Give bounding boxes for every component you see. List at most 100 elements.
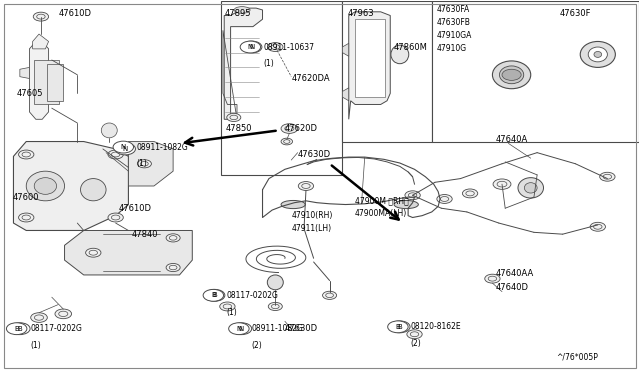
Text: N: N xyxy=(123,146,128,152)
Polygon shape xyxy=(342,88,349,101)
Text: 47605: 47605 xyxy=(17,89,43,98)
Ellipse shape xyxy=(26,171,65,201)
Ellipse shape xyxy=(518,178,543,198)
Circle shape xyxy=(19,150,34,159)
Text: 47895: 47895 xyxy=(224,9,251,18)
Circle shape xyxy=(600,172,615,181)
Circle shape xyxy=(228,323,249,335)
Ellipse shape xyxy=(492,61,531,89)
Circle shape xyxy=(437,195,452,203)
Text: 47630F: 47630F xyxy=(559,9,591,18)
Text: B: B xyxy=(14,326,19,332)
Text: N: N xyxy=(121,144,126,150)
Ellipse shape xyxy=(524,183,537,193)
Text: (1): (1) xyxy=(30,341,41,350)
Ellipse shape xyxy=(81,179,106,201)
Polygon shape xyxy=(33,34,49,49)
Circle shape xyxy=(86,248,101,257)
Circle shape xyxy=(231,323,252,335)
Circle shape xyxy=(590,222,605,231)
Text: B: B xyxy=(17,326,22,332)
Text: 08117-0202G: 08117-0202G xyxy=(226,291,278,300)
Circle shape xyxy=(108,150,124,159)
Bar xyxy=(47,64,63,101)
Circle shape xyxy=(405,191,420,200)
Text: (1): (1) xyxy=(226,308,237,317)
Circle shape xyxy=(493,179,511,189)
Polygon shape xyxy=(355,19,385,97)
Text: B: B xyxy=(211,292,216,298)
Circle shape xyxy=(268,42,283,51)
Circle shape xyxy=(166,263,180,272)
Text: 47840: 47840 xyxy=(132,230,158,239)
Text: (1): (1) xyxy=(263,59,274,68)
Circle shape xyxy=(19,213,34,222)
Circle shape xyxy=(323,291,337,299)
Circle shape xyxy=(138,160,152,168)
Circle shape xyxy=(268,302,282,311)
Text: (1): (1) xyxy=(136,159,147,168)
Ellipse shape xyxy=(594,51,602,57)
Text: 47610D: 47610D xyxy=(119,204,152,213)
Circle shape xyxy=(115,143,136,155)
Bar xyxy=(221,1,342,175)
Text: 47630D: 47630D xyxy=(298,150,331,159)
Text: N: N xyxy=(249,44,254,50)
Text: 47910GA: 47910GA xyxy=(436,31,472,41)
Ellipse shape xyxy=(281,201,305,209)
Ellipse shape xyxy=(34,178,56,194)
Text: 47610D: 47610D xyxy=(58,9,91,18)
Circle shape xyxy=(31,313,47,323)
Bar xyxy=(34,60,60,105)
Ellipse shape xyxy=(391,45,409,64)
Polygon shape xyxy=(65,231,192,275)
Text: 47630D: 47630D xyxy=(285,324,318,333)
Polygon shape xyxy=(224,8,262,119)
Text: 47911(LH): 47911(LH) xyxy=(291,224,332,233)
Circle shape xyxy=(240,41,260,53)
Text: 47860M: 47860M xyxy=(394,42,428,51)
Circle shape xyxy=(390,321,410,333)
Polygon shape xyxy=(20,67,29,78)
Text: 08911-10637: 08911-10637 xyxy=(263,42,314,51)
Polygon shape xyxy=(349,12,390,119)
Text: 47910G: 47910G xyxy=(436,44,467,53)
Circle shape xyxy=(113,141,134,153)
Circle shape xyxy=(55,309,72,319)
Circle shape xyxy=(388,321,408,333)
Circle shape xyxy=(241,41,262,53)
Circle shape xyxy=(108,213,124,222)
Polygon shape xyxy=(342,43,349,56)
Text: 47850: 47850 xyxy=(225,124,252,133)
Circle shape xyxy=(281,124,298,134)
Circle shape xyxy=(281,138,292,145)
Text: 47640D: 47640D xyxy=(495,283,529,292)
Circle shape xyxy=(220,302,235,311)
Text: 08120-8162E: 08120-8162E xyxy=(411,322,461,331)
Text: 47630FA: 47630FA xyxy=(436,6,470,15)
Text: (2): (2) xyxy=(411,339,421,348)
Ellipse shape xyxy=(101,123,117,138)
Text: 47600: 47600 xyxy=(12,193,38,202)
Text: 47630FB: 47630FB xyxy=(436,19,470,28)
Ellipse shape xyxy=(234,7,250,13)
Circle shape xyxy=(203,289,223,301)
Circle shape xyxy=(6,323,27,335)
Text: 47620D: 47620D xyxy=(285,124,318,133)
Circle shape xyxy=(484,274,500,283)
Circle shape xyxy=(10,323,30,335)
Circle shape xyxy=(298,182,314,190)
Circle shape xyxy=(502,69,521,80)
Text: B: B xyxy=(396,324,400,330)
Text: N: N xyxy=(236,326,241,332)
Text: 47900MA(LH): 47900MA(LH) xyxy=(355,209,408,218)
Bar xyxy=(432,1,639,141)
Circle shape xyxy=(407,330,422,339)
Polygon shape xyxy=(13,141,129,231)
Text: B: B xyxy=(212,292,217,298)
Text: 47910(RH): 47910(RH) xyxy=(291,211,333,220)
Circle shape xyxy=(463,189,477,198)
Text: 47963: 47963 xyxy=(348,9,374,18)
Text: 08911-1082G: 08911-1082G xyxy=(136,142,188,151)
Text: 47620DA: 47620DA xyxy=(291,74,330,83)
